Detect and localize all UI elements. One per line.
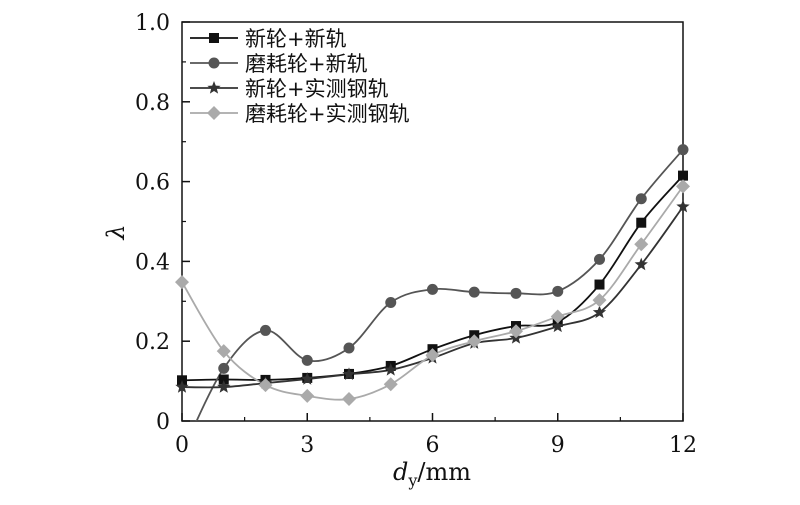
data-point-series-2 [300,372,314,385]
y-tick-label: 0 [156,410,170,435]
data-point-series-3 [467,334,482,349]
data-point-series-1 [552,285,564,297]
data-point-series-0 [594,279,605,290]
data-point-series-3 [383,377,398,392]
data-point-series-1 [301,354,313,366]
data-point-series-2 [175,380,189,393]
data-point-series-1 [635,193,647,205]
data-point-series-2 [217,380,231,393]
data-point-series-1 [343,342,355,354]
data-point-series-1 [427,283,438,295]
legend-marker-3 [207,106,221,120]
y-tick-label: 0.6 [135,171,170,196]
legend-label-1: 磨耗轮+新轨 [245,52,368,76]
x-tick-label: 0 [175,433,189,458]
data-point-series-2 [592,305,607,319]
data-point-series-3 [175,275,189,290]
legend-marker-2 [207,81,221,94]
x-axis-label-unit: /mm [417,458,471,486]
series-line-1 [195,149,683,421]
y-axis-label: λ [102,224,130,240]
x-tick-label: 6 [426,433,440,458]
y-tick-label: 1.0 [135,11,170,36]
legend-marker-1 [208,57,220,69]
series-markers [175,144,690,407]
data-point-series-1 [385,296,397,308]
data-point-series-2 [342,367,356,380]
data-point-series-3 [258,378,273,393]
data-point-series-1 [260,324,271,336]
legend-label-2: 新轮+实测钢轨 [245,77,389,101]
data-point-series-2 [634,257,648,271]
data-point-series-1 [594,253,605,265]
legend-label-3: 磨耗轮+实测钢轨 [245,102,410,126]
x-tick-label: 9 [551,433,565,458]
data-point-series-3 [300,388,315,403]
data-point-series-3 [425,348,440,363]
series-lines [182,149,683,421]
data-point-series-3 [550,309,565,324]
data-point-series-0 [218,374,229,385]
y-tick-label: 0.4 [135,250,170,275]
data-point-series-2 [551,319,565,333]
data-point-series-3 [592,293,607,308]
x-axis-label-main: d [393,458,408,486]
data-point-series-1 [510,287,522,299]
data-point-series-2 [384,362,398,376]
data-point-series-3 [216,344,231,359]
x-tick-label: 3 [300,433,314,458]
data-point-series-1 [218,362,230,374]
data-point-series-2 [676,199,690,213]
data-point-series-0 [636,217,647,228]
data-point-series-3 [342,392,356,407]
x-axis-label: dy/mm [393,458,471,490]
x-axis-label-sub: y [407,471,417,490]
y-tick-label: 0.8 [135,91,170,116]
y-tick-label: 0.2 [135,330,170,355]
data-point-series-0 [678,170,688,181]
x-tick-label: 12 [669,433,697,458]
legend-label-0: 新轮+新轨 [245,27,347,51]
data-point-series-1 [677,144,689,156]
axis-ticks: 0 3 6 9 12 0 0.2 0.4 0.6 0.8 1.0 [135,11,697,458]
data-point-series-1 [468,286,480,298]
data-point-series-3 [634,237,649,252]
data-point-series-3 [509,324,523,339]
data-point-series-3 [676,179,690,194]
legend-marker-0 [209,33,219,43]
